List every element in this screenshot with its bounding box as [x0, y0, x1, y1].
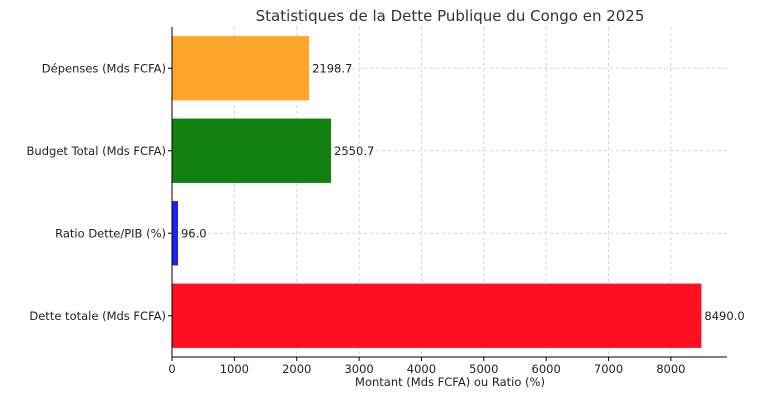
bar	[172, 283, 702, 348]
labels: Dépenses (Mds FCFA) 2198.7 Budget Total (M…	[27, 61, 745, 323]
y-tick-label: Budget Total (Mds FCFA)	[27, 144, 166, 158]
x-axis-label: Montant (Mds FCFA) ou Ratio (%)	[355, 375, 545, 389]
x-tick-label: 7000	[594, 362, 623, 376]
bar	[172, 201, 178, 266]
x-tick-label: 1000	[220, 362, 249, 376]
x-tick-label: 0	[168, 362, 175, 376]
y-tick-label: Dette totale (Mds FCFA)	[29, 309, 166, 323]
y-tick-label: Ratio Dette/PIB (%)	[55, 226, 166, 240]
bars	[172, 36, 702, 348]
data-label: 96.0	[181, 226, 207, 240]
bar	[172, 118, 332, 183]
x-ticks: 0 1000 2000 3000 4000 5000 6000 7000 8000	[168, 67, 686, 376]
x-tick-label: 6000	[532, 362, 561, 376]
bar	[172, 36, 310, 101]
chart-title: Statistiques de la Dette Publique du Con…	[256, 7, 645, 25]
x-tick-label: 2000	[282, 362, 311, 376]
data-label: 8490.0	[704, 309, 744, 323]
x-tick-label: 5000	[469, 362, 498, 376]
x-tick-label: 3000	[344, 362, 373, 376]
x-tick-label: 4000	[407, 362, 436, 376]
data-label: 2198.7	[312, 61, 352, 75]
y-tick-label: Dépenses (Mds FCFA)	[42, 61, 166, 75]
x-tick-label: 8000	[656, 362, 685, 376]
data-label: 2550.7	[334, 144, 374, 158]
